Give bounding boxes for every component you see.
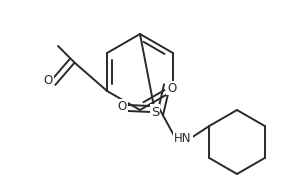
Text: O: O bbox=[167, 82, 177, 94]
Text: HN: HN bbox=[174, 132, 192, 145]
Text: S: S bbox=[151, 105, 159, 118]
Text: O: O bbox=[117, 100, 127, 112]
Text: O: O bbox=[43, 73, 53, 87]
